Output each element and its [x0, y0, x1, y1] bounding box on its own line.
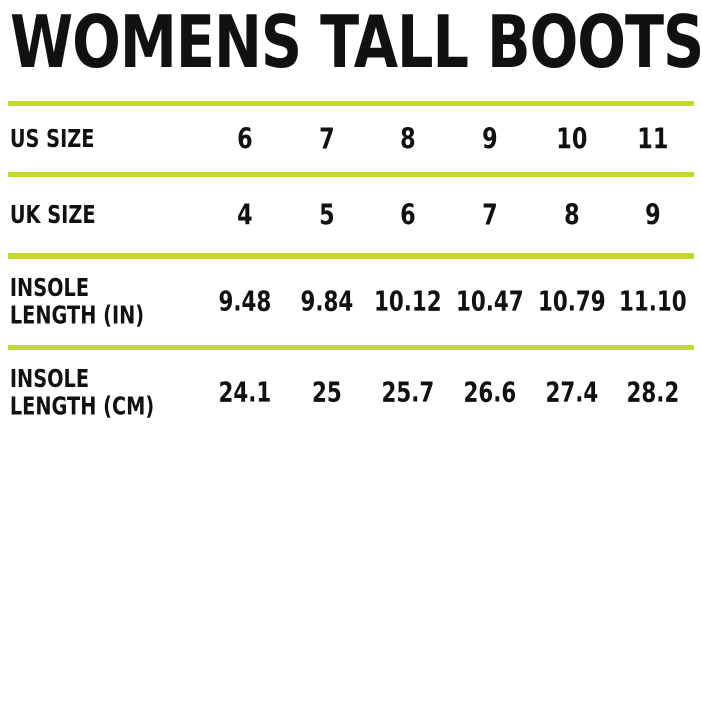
- cell-insole-cm-0: 24.1: [218, 377, 272, 409]
- cell-insole-in-2: 10.12: [374, 286, 443, 318]
- cell-us-size-3: 9: [482, 122, 498, 156]
- row-uk-size: UK SIZE 4 5 6 7 8 9: [8, 198, 694, 232]
- row-label-line-2: LENGTH (IN): [9, 300, 145, 330]
- cell-insole-in-0: 9.48: [218, 286, 272, 318]
- cell-insole-cm-5: 28.2: [626, 377, 680, 409]
- cell-us-size-1: 7: [318, 122, 335, 156]
- cell-insole-in-3: 10.47: [456, 286, 524, 318]
- divider-rule-4: [8, 345, 694, 350]
- page-title: WOMENS TALL BOOTS: [10, 0, 702, 85]
- cell-us-size-4: 10: [555, 122, 588, 156]
- row-us-size: US SIZE 6 7 8 9 10 11: [8, 122, 694, 156]
- row-label-line-1: INSOLE: [9, 365, 90, 394]
- cell-us-size-2: 8: [400, 122, 416, 156]
- row-label-line-1: INSOLE: [9, 274, 90, 303]
- cell-insole-cm-2: 25.7: [381, 377, 435, 409]
- row-values-insole-length-cm: 24.1 25 25.7 26.6 27.4 28.2: [204, 377, 694, 409]
- cell-uk-size-1: 5: [318, 198, 335, 232]
- divider-rule-3: [8, 253, 694, 259]
- divider-rule-1: [8, 101, 694, 106]
- cell-uk-size-3: 7: [482, 198, 498, 232]
- cell-uk-size-2: 6: [400, 198, 416, 232]
- row-label-insole-length-cm: INSOLE LENGTH (CM): [8, 366, 188, 420]
- row-values-uk-size: 4 5 6 7 8 9: [204, 198, 694, 232]
- cell-insole-cm-4: 27.4: [545, 377, 598, 409]
- cell-insole-in-4: 10.79: [537, 286, 606, 318]
- table-row: US SIZE 6 7 8 9 10 11: [8, 106, 694, 172]
- table-row: INSOLE LENGTH (CM) 24.1 25 25.7 26.6 27.…: [8, 350, 694, 436]
- row-values-us-size: 6 7 8 9 10 11: [204, 122, 694, 156]
- cell-uk-size-4: 8: [563, 198, 580, 232]
- cell-us-size-0: 6: [237, 122, 253, 156]
- table-row: UK SIZE 4 5 6 7 8 9: [8, 177, 694, 253]
- cell-insole-in-5: 11.10: [619, 286, 688, 318]
- row-insole-length-cm: INSOLE LENGTH (CM) 24.1 25 25.7 26.6 27.…: [8, 366, 694, 419]
- divider-rule-2: [8, 172, 694, 177]
- cell-us-size-5: 11: [637, 122, 669, 156]
- cell-uk-size-0: 4: [237, 198, 253, 232]
- cell-insole-cm-1: 25: [311, 377, 342, 409]
- row-label-uk-size: UK SIZE: [9, 200, 96, 229]
- size-chart-page: WOMENS TALL BOOTS US SIZE 6 7 8 9 10 11 …: [0, 6, 702, 701]
- row-values-insole-length-in: 9.48 9.84 10.12 10.47 10.79 11.10: [204, 286, 694, 318]
- row-insole-length-in: INSOLE LENGTH (IN) 9.48 9.84 10.12 10.47…: [8, 275, 694, 328]
- cell-insole-cm-3: 26.6: [463, 377, 517, 409]
- table-row: INSOLE LENGTH (IN) 9.48 9.84 10.12 10.47…: [8, 259, 694, 345]
- row-label-insole-length-in: INSOLE LENGTH (IN): [8, 275, 188, 329]
- row-label-us-size: US SIZE: [9, 124, 95, 153]
- cell-uk-size-5: 9: [645, 198, 661, 232]
- cell-insole-in-1: 9.84: [300, 286, 353, 318]
- row-label-line-2: LENGTH (CM): [9, 391, 155, 421]
